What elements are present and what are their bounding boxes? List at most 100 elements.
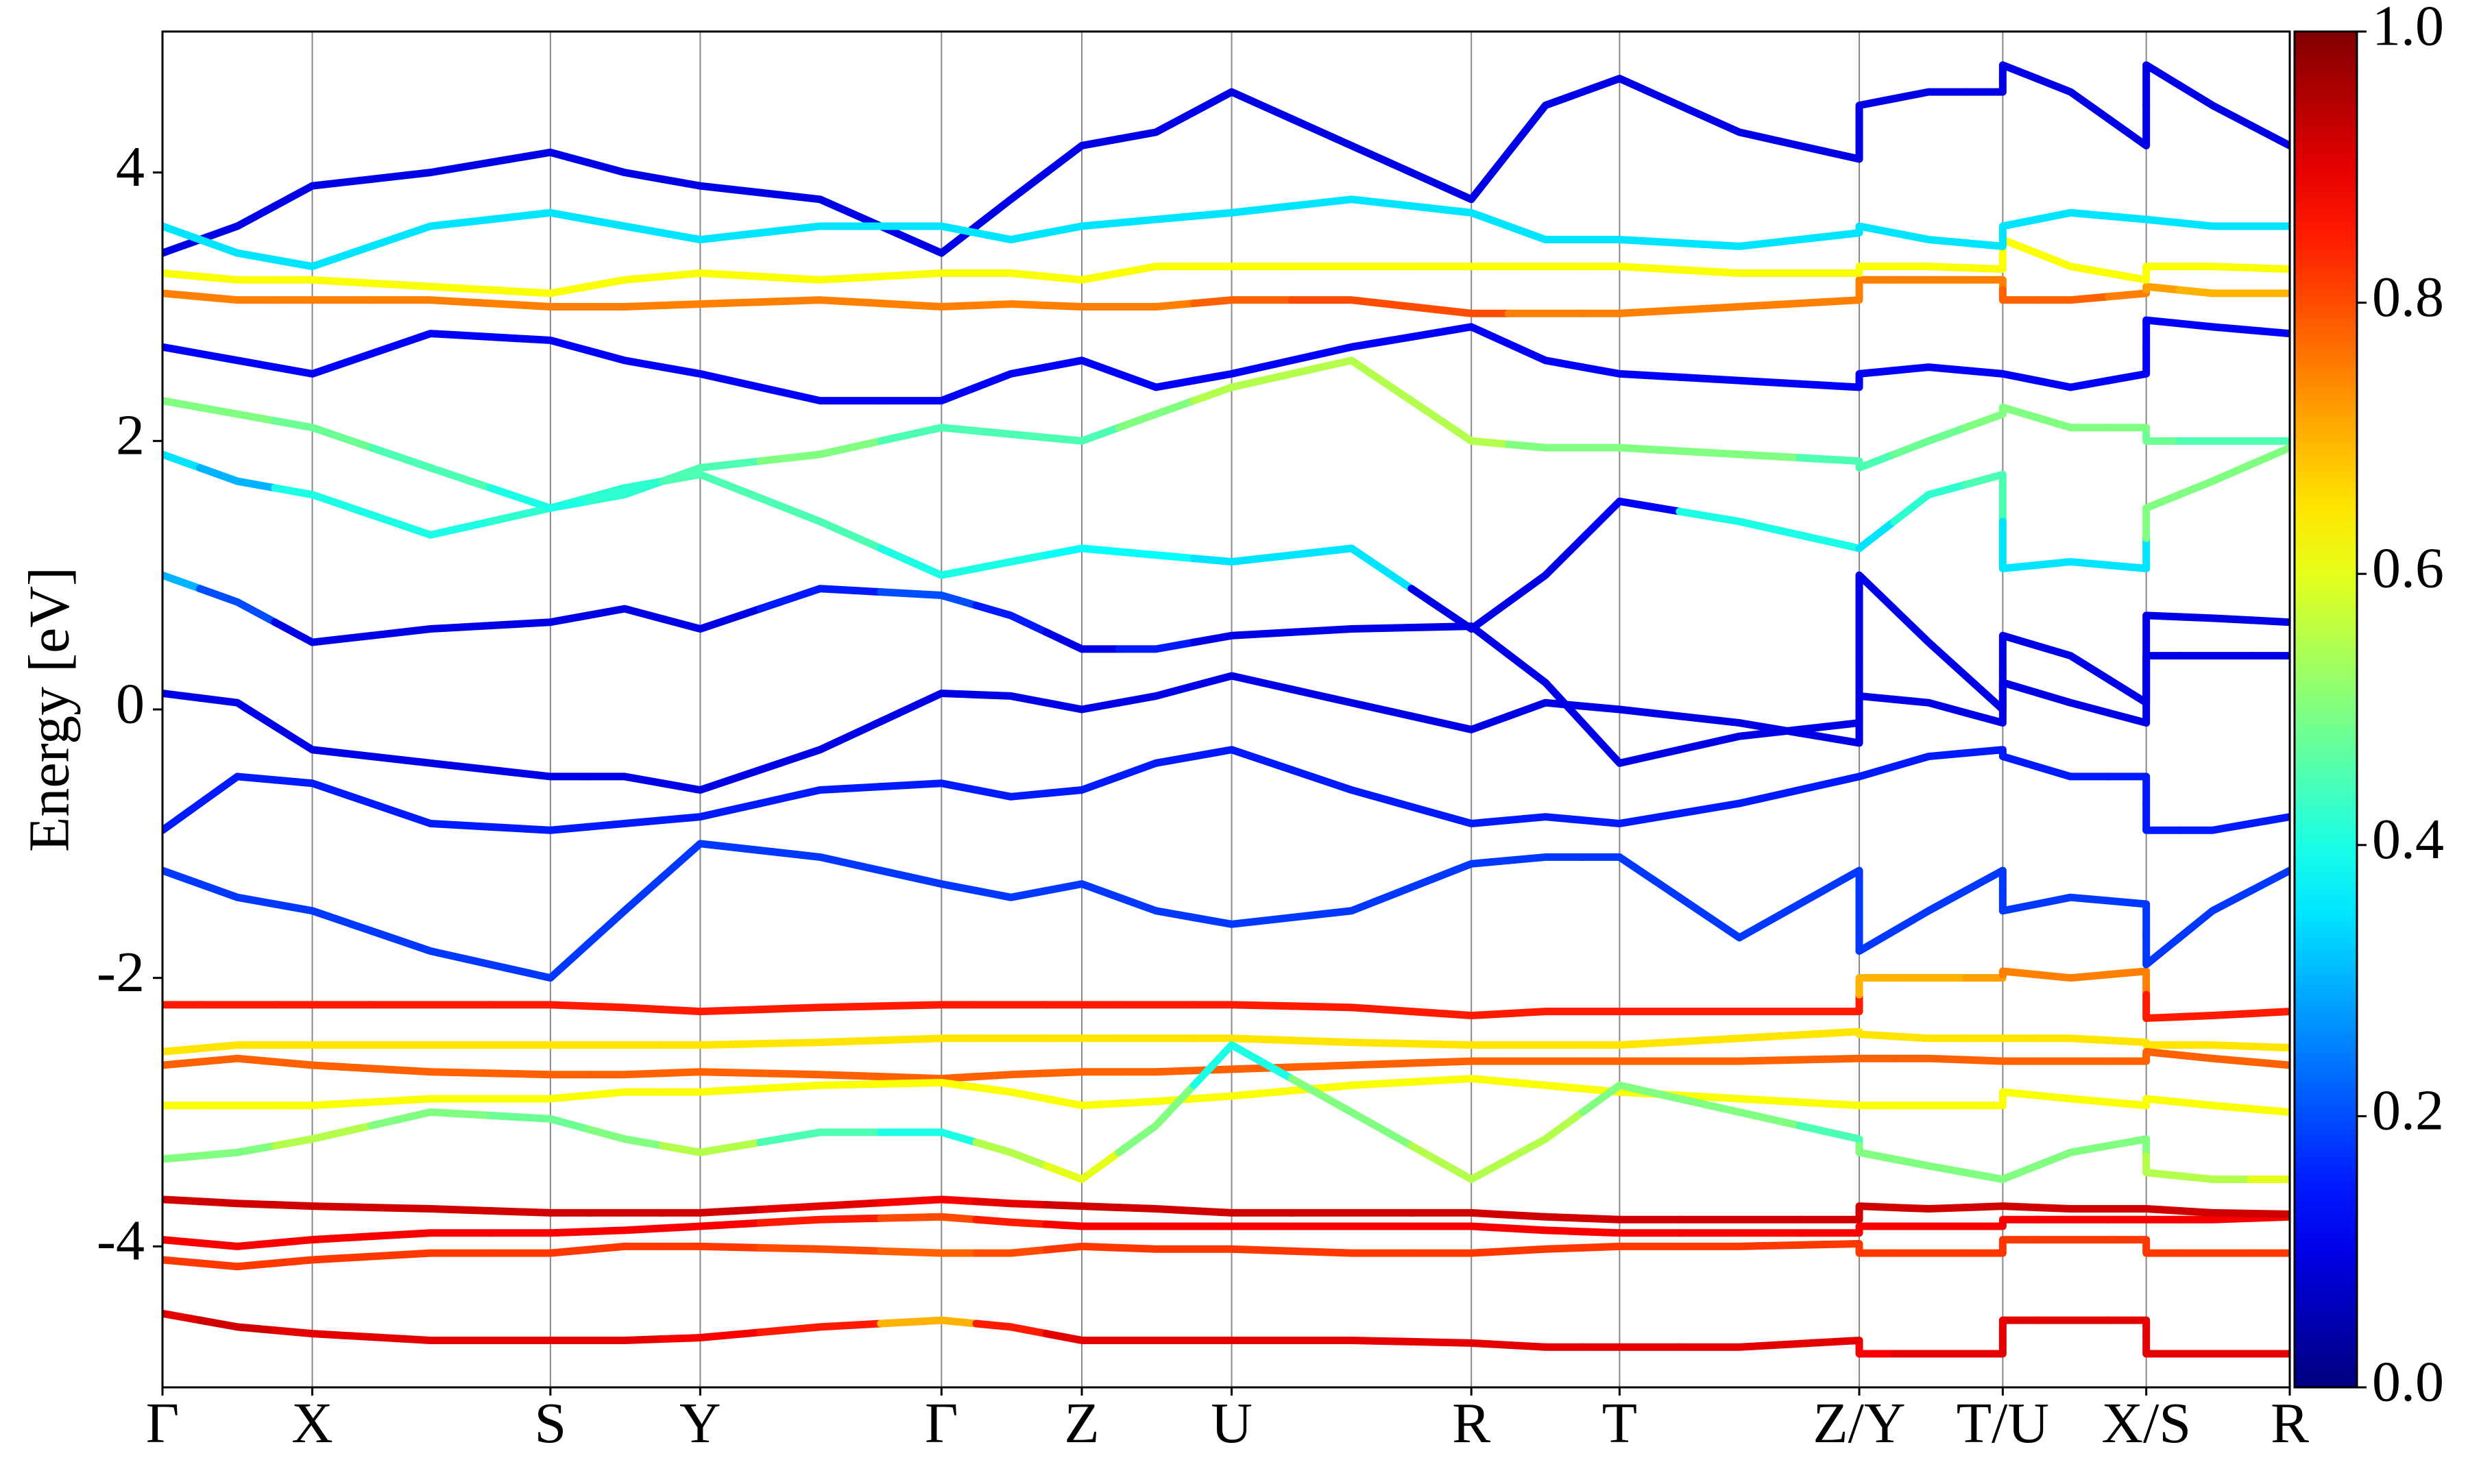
band-segment: [162, 1058, 204, 1069]
band-segment: [1504, 853, 1586, 864]
band-segment: [756, 1214, 885, 1227]
band-segment: [658, 1242, 764, 1252]
band-segment: [1189, 672, 1296, 694]
band-segment: [1890, 605, 1970, 680]
plot-frame: [161, 30, 2291, 1389]
band-segment: [583, 346, 666, 372]
band-segment: [2142, 799, 2183, 834]
band-segment: [162, 397, 204, 411]
band-segment: [196, 773, 279, 807]
band-segment: [367, 158, 494, 183]
band-segment: [583, 1088, 666, 1099]
band-segment: [2033, 208, 2112, 223]
band-segment: [1504, 1108, 1586, 1163]
band-segment: [1189, 296, 1296, 308]
band-segment: [367, 1229, 494, 1241]
y-tick-label: 2: [116, 404, 145, 467]
band-segment: [162, 450, 204, 472]
band-segment: [658, 766, 764, 794]
band-segment: [1115, 369, 1198, 391]
band-segment: [1042, 628, 1123, 653]
band-segment: [2247, 813, 2290, 827]
band-segment: [2142, 1095, 2183, 1106]
band-segment: [1042, 302, 1123, 311]
band-segment: [877, 222, 980, 257]
band-segment: [1855, 974, 1898, 999]
band-segment: [2175, 886, 2255, 942]
band-segment: [2142, 1333, 2183, 1358]
band-segment: [1504, 1341, 1586, 1351]
x-tick-label: U: [1211, 1391, 1253, 1455]
band-segment: [1578, 1228, 1684, 1237]
band-segment: [1504, 1243, 1586, 1255]
band-segment: [162, 1152, 204, 1163]
band-segment: [1998, 286, 2041, 304]
band-segment: [367, 279, 494, 294]
band-segment: [1795, 773, 1863, 794]
band-segment: [2175, 263, 2255, 272]
band-segment: [1855, 450, 1898, 472]
band-segment: [486, 1069, 592, 1079]
colorbar-tick-label: 1.0: [2372, 0, 2444, 58]
colorbar-tick-label: 0.8: [2372, 265, 2444, 329]
band-segment: [1675, 786, 1804, 818]
band-segment: [756, 585, 885, 613]
band-segment: [1407, 1247, 1512, 1257]
band-segment: [2175, 286, 2255, 297]
band-segment: [1795, 266, 1863, 278]
band-segment: [271, 417, 376, 452]
band-segment: [1998, 886, 2041, 915]
band-segment: [486, 1206, 592, 1217]
band-segment: [877, 588, 980, 609]
band-segment: [367, 1065, 494, 1078]
band-segment: [1407, 622, 1512, 659]
band-segment: [2033, 1091, 2112, 1106]
band-segment: [1115, 300, 1198, 311]
band-segment: [1407, 585, 1512, 633]
band-segment: [1998, 518, 2041, 572]
band-segment: [1042, 880, 1123, 901]
band-segment: [877, 1195, 980, 1207]
band-segment: [2175, 319, 2255, 334]
band-segment: [162, 343, 204, 358]
band-segment: [2175, 219, 2255, 230]
band-segment: [162, 236, 204, 257]
band-segment: [1407, 397, 1512, 448]
band-segment: [1287, 1247, 1416, 1257]
band-segment: [1961, 470, 2007, 526]
band-segment: [2033, 1141, 2112, 1170]
band-segment: [658, 1084, 764, 1096]
band-segment: [1855, 95, 1898, 136]
band-segment: [1287, 1036, 1416, 1048]
band-segment: [1855, 762, 1898, 781]
band-segment: [1675, 1339, 1804, 1351]
y-tick-label: -2: [97, 940, 145, 1004]
band-segment: [1855, 1343, 1898, 1358]
band-segment: [756, 1128, 885, 1147]
band-segment: [1890, 1204, 1970, 1213]
band-segment: [367, 443, 494, 492]
band-segment: [1115, 753, 1198, 781]
band-segment: [1578, 810, 1684, 827]
band-segment: [1998, 369, 2041, 385]
band-segment: [756, 783, 885, 807]
band-segment: [972, 363, 1050, 391]
band-segment: [1407, 202, 1512, 230]
band-segment: [1287, 333, 1416, 365]
band-segment: [658, 1068, 764, 1078]
band-segment: [2247, 121, 2290, 149]
band-segment: [1855, 1141, 1898, 1163]
x-tick-label: S: [534, 1391, 566, 1455]
band-segment: [367, 215, 494, 250]
band-segment: [1504, 1224, 1586, 1236]
band-segment: [1407, 323, 1512, 348]
band-segment: [1795, 1226, 1863, 1237]
band-segment: [2247, 1058, 2290, 1069]
band-segment: [2104, 343, 2151, 385]
band-segment: [1855, 367, 1898, 385]
band-segment: [1961, 1202, 2007, 1212]
band-segment: [1855, 1202, 1898, 1217]
band-segment: [1115, 108, 1198, 143]
band-segment: [658, 363, 764, 391]
band-segment: [1961, 75, 2007, 96]
